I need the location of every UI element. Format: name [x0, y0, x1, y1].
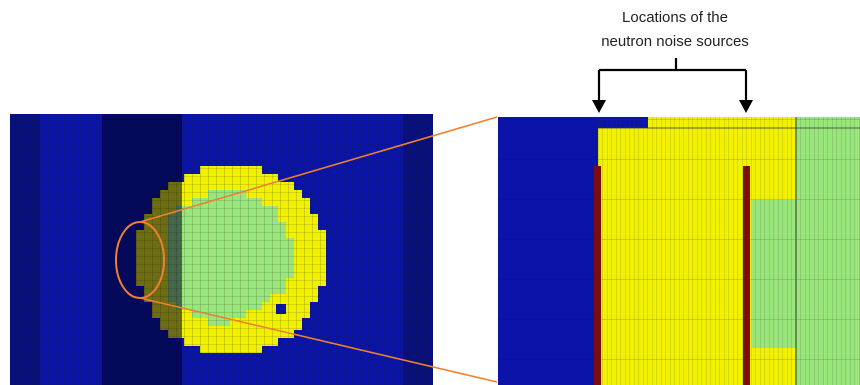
arrowhead-right — [739, 100, 753, 113]
arrowhead-left — [592, 100, 606, 113]
callout-line-bottom — [139, 297, 498, 383]
zoom-reflector-grid — [498, 117, 598, 385]
noise-source-annotation: Locations of the neutron noise sources — [560, 6, 790, 54]
noise-source-left — [594, 166, 601, 385]
annotation-line-1: Locations of the — [622, 9, 728, 26]
callout-line-top — [139, 116, 498, 223]
core-map — [10, 114, 433, 385]
noise-source-right — [743, 166, 750, 385]
zoomed-view — [498, 117, 860, 385]
bracket-arrow-icon — [597, 58, 748, 104]
zoom-fuel-grid — [598, 117, 860, 385]
core-grid — [10, 114, 433, 385]
annotation-line-2: neutron noise sources — [601, 33, 749, 50]
highlight-band — [102, 114, 182, 385]
